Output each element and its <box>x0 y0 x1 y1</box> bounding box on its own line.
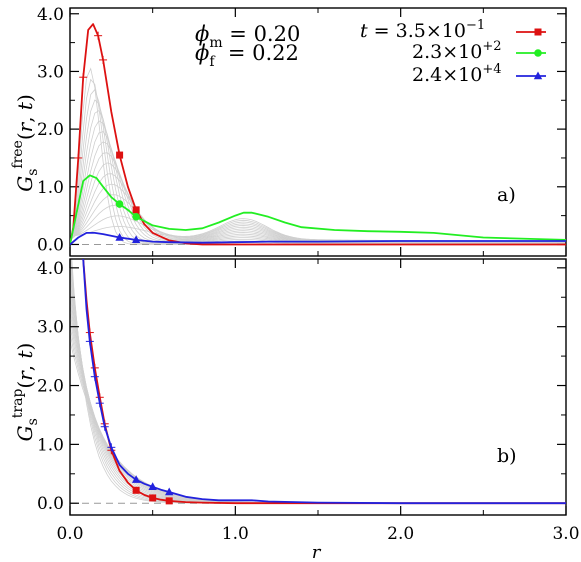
background-curve <box>70 259 566 504</box>
y-tick-label: 4.0 <box>37 5 64 25</box>
y-tick-label: 0.0 <box>37 494 64 514</box>
y-tick-label: 3.0 <box>37 62 64 82</box>
data-point-triangle <box>165 487 174 496</box>
series-group-panel-0 <box>70 23 566 246</box>
background-curves-panel-0 <box>70 67 566 245</box>
data-point-square <box>132 206 140 214</box>
background-curve <box>70 173 566 244</box>
data-point-square <box>116 151 124 159</box>
x-tick-label: 0.0 <box>56 524 83 544</box>
background-curve <box>70 268 566 504</box>
y-tick-label: 0.0 <box>37 235 64 255</box>
legend-entry-3: 2.4×10+4 <box>412 62 502 86</box>
data-point-circle <box>115 200 124 208</box>
background-curve <box>70 275 566 504</box>
data-point-triangle <box>131 475 141 483</box>
phi-m-label: ϕm = 0.20 <box>195 22 300 51</box>
background-curve <box>70 67 566 245</box>
legend-swatch-square <box>534 28 542 36</box>
background-curve <box>70 283 566 504</box>
series-line <box>70 174 566 245</box>
y-tick-label: 1.0 <box>37 435 64 455</box>
series-line <box>82 259 566 505</box>
background-curve <box>70 290 566 504</box>
y-tick-label: 2.0 <box>37 120 64 140</box>
background-curve <box>70 319 566 504</box>
background-curves-panel-1 <box>70 259 566 504</box>
y-axis-label-b: Gstrap(r, t) <box>10 343 41 442</box>
background-curve <box>70 259 566 504</box>
x-tick-label: 3.0 <box>552 524 579 544</box>
panel-label-b: b) <box>497 445 517 467</box>
background-curve <box>70 152 566 244</box>
background-curve <box>70 261 566 504</box>
data-point-square <box>165 497 173 505</box>
data-point-triangle <box>115 233 124 241</box>
phi-f-value: 0.22 <box>252 41 299 65</box>
data-point-square <box>132 486 140 494</box>
y-axis-label-a: Gsfree(r, t) <box>10 94 41 192</box>
x-tick-label: 2.0 <box>387 524 414 544</box>
y-tick-label: 3.0 <box>37 318 64 338</box>
background-curve <box>70 333 566 504</box>
background-curve <box>70 99 566 245</box>
background-curve <box>70 311 566 504</box>
panel-label-a: a) <box>497 184 516 206</box>
y-tick-label: 4.0 <box>37 259 64 279</box>
legend-entry-2: 2.3×10+2 <box>412 39 502 63</box>
background-curve <box>71 259 566 504</box>
data-point-triangle <box>148 482 157 490</box>
x-tick-label: 1.0 <box>222 524 249 544</box>
series-line <box>70 231 566 246</box>
legend-swatch-circle <box>534 49 542 57</box>
background-curve <box>70 183 566 243</box>
background-curve <box>70 304 566 504</box>
series-line <box>82 259 566 505</box>
background-curve <box>71 259 566 504</box>
background-curve <box>70 340 566 504</box>
legend-swatch-triangle <box>533 71 543 80</box>
data-point-triangle <box>131 235 141 244</box>
plot-frame-panel-1 <box>69 258 567 516</box>
background-curve <box>70 326 566 504</box>
background-curve <box>70 297 566 504</box>
y-tick-label: 2.0 <box>37 377 64 397</box>
phi-f-label: ϕf = 0.22 <box>195 41 299 70</box>
data-point-circle <box>132 212 140 221</box>
legend-entry-1: t = 3.5×10−1 <box>360 18 485 42</box>
series-group-panel-1 <box>82 259 566 505</box>
series-line <box>70 23 566 246</box>
y-tick-label: 1.0 <box>37 178 64 198</box>
data-point-square <box>149 494 157 502</box>
x-axis-label: r <box>312 542 322 562</box>
phi-m-value: 0.20 <box>254 22 301 46</box>
